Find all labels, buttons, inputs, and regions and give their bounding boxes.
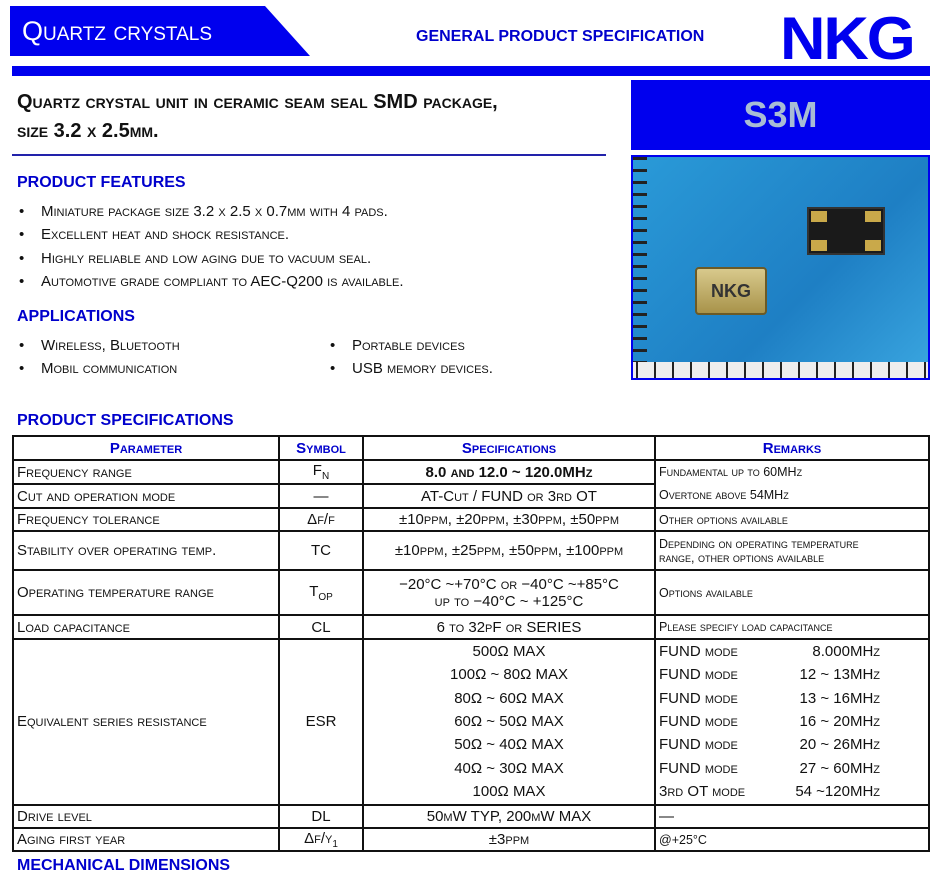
- esr-value: 50Ω ~ 40Ω MAX: [454, 736, 564, 754]
- list-item: USB memory devices.: [328, 360, 493, 383]
- param: Operating temperature range: [12, 569, 280, 617]
- ruler: [633, 362, 928, 378]
- spec: −20°C ~+70°C or −40°C ~+85°C up to −40°C …: [362, 569, 656, 617]
- title-line: size 3.2 x 2.5mm.: [17, 120, 159, 142]
- esr-remark: FUND mode 8.000MHz: [659, 642, 880, 660]
- spec-table: Parameter Symbol Specifications Remarks Fre…: [12, 435, 930, 853]
- title-line: Quartz crystal unit in ceramic seam seal…: [17, 91, 498, 113]
- symbol: TC: [278, 530, 364, 572]
- col-header: Parameter: [12, 435, 280, 461]
- features-list: Miniature package size 3.2 x 2.5 x 0.7mm…: [17, 203, 404, 296]
- esr-remark: FUND mode 12 ~ 13MHz: [659, 666, 880, 684]
- list-item: Highly reliable and low aging due to vac…: [17, 250, 404, 273]
- list-item: Excellent heat and shock resistance.: [17, 226, 404, 249]
- spec: AT-Cut / FUND or 3rd OT: [362, 483, 656, 509]
- param: Frequency tolerance: [12, 506, 280, 533]
- remark: Other options available: [654, 506, 930, 533]
- table-row: Load capacitance CL 6 to 32pF or SERIES Ple…: [12, 614, 930, 640]
- table-row: Stability over operating temp. TC ±10ppm, …: [12, 530, 930, 572]
- symbol: CL: [278, 614, 364, 640]
- specs-heading: PRODUCT SPECIFICATIONS: [17, 412, 234, 429]
- symbol: —: [278, 483, 364, 509]
- esr-remark: FUND mode 27 ~ 60MHz: [659, 759, 880, 777]
- remark: FUND mode 8.000MHz FUND mode 12 ~ 13MHz FUND…: [654, 637, 930, 806]
- remark: Fundamental up to 60MHz Overtone above 54…: [654, 459, 930, 509]
- param: Stability over operating temp.: [12, 530, 280, 572]
- banner-title: Quartz crystals: [10, 6, 310, 56]
- list-item: Mobil communication: [17, 360, 180, 383]
- nkg-logo: NKG: [780, 5, 916, 72]
- esr-value: 100Ω ~ 80Ω MAX: [450, 666, 568, 684]
- esr-remark: FUND mode 16 ~ 20MHz: [659, 712, 880, 730]
- ruler: [633, 157, 647, 378]
- applications-list: Wireless, Bluetooth Mobil communication: [17, 337, 180, 384]
- table-row: Aging first year Δf/y1 ±3ppm @+25°C: [12, 826, 930, 853]
- header-divider: [12, 66, 930, 76]
- remark: @+25°C: [654, 826, 930, 853]
- symbol: DL: [278, 803, 364, 829]
- list-item: Automotive grade compliant to AEC-Q200 i…: [17, 273, 404, 296]
- model-badge: S3M: [631, 80, 930, 150]
- table-header: Parameter Symbol Specifications Remarks: [12, 435, 930, 461]
- param: Frequency range: [12, 459, 280, 485]
- esr-value: 80Ω ~ 60Ω MAX: [454, 689, 564, 707]
- param: Drive level: [12, 803, 280, 829]
- spec: ±10ppm, ±25ppm, ±50ppm, ±100ppm: [362, 530, 656, 572]
- symbol: TOP: [278, 569, 364, 617]
- crystal-chip-bottom: [807, 207, 885, 255]
- spec: ±10ppm, ±20ppm, ±30ppm, ±50ppm: [362, 506, 656, 533]
- esr-remark: 3rd OT mode 54 ~120MHz: [659, 783, 880, 801]
- features-heading: PRODUCT FEATURES: [17, 174, 186, 191]
- remark: Please specify load capacitance: [654, 614, 930, 640]
- table-row: Frequency tolerance Δf/f ±10ppm, ±20ppm, ±…: [12, 506, 930, 533]
- esr-remark: FUND mode 20 ~ 26MHz: [659, 736, 880, 754]
- param: Load capacitance: [12, 614, 280, 640]
- esr-value: 40Ω ~ 30Ω MAX: [454, 759, 564, 777]
- remark: Options available: [654, 569, 930, 617]
- spec: 8.0 and 12.0 ~ 120.0MHz: [362, 459, 656, 485]
- esr-value: 500Ω MAX: [472, 642, 546, 660]
- table-row: Cut and operation mode — AT-Cut / FUND or …: [12, 483, 929, 509]
- document-subtitle: GENERAL PRODUCT SPECIFICATION: [416, 28, 705, 45]
- table-row: Equivalent series resistance ESR 500Ω MAX 1…: [12, 637, 930, 806]
- spec: 500Ω MAX 100Ω ~ 80Ω MAX 80Ω ~ 60Ω MAX 60Ω ~…: [362, 637, 656, 806]
- param: Equivalent series resistance: [12, 637, 280, 806]
- symbol: FN: [278, 459, 364, 485]
- param: Cut and operation mode: [12, 483, 280, 509]
- param: Aging first year: [12, 826, 280, 853]
- applications-heading: APPLICATIONS: [17, 308, 135, 325]
- title-rule: [12, 154, 606, 156]
- crystal-chip-top: NKG: [695, 267, 767, 315]
- esr-remark: FUND mode 13 ~ 16MHz: [659, 689, 880, 707]
- esr-value: 100Ω MAX: [472, 783, 546, 801]
- mechanical-heading: MECHANICAL DIMENSIONS: [17, 857, 231, 874]
- symbol: ESR: [278, 637, 364, 806]
- remark: —: [654, 803, 930, 829]
- product-title: Quartz crystal unit in ceramic seam seal…: [17, 88, 498, 146]
- spec: 50μW TYP, 200μW MAX: [362, 803, 656, 829]
- remark: Depending on operating temperature range,…: [654, 530, 930, 572]
- col-header: Symbol: [278, 435, 364, 461]
- col-header: Specifications: [362, 435, 656, 461]
- symbol: Δf/f: [278, 506, 364, 533]
- spec: ±3ppm: [362, 826, 656, 853]
- list-item: Wireless, Bluetooth: [17, 337, 180, 360]
- table-row: Drive level DL 50μW TYP, 200μW MAX —: [12, 803, 930, 829]
- table-row: Operating temperature range TOP −20°C ~+70…: [12, 569, 930, 617]
- list-item: Miniature package size 3.2 x 2.5 x 0.7mm…: [17, 203, 404, 226]
- spec: 6 to 32pF or SERIES: [362, 614, 656, 640]
- symbol: Δf/y1: [278, 826, 364, 853]
- esr-value: 60Ω ~ 50Ω MAX: [454, 712, 564, 730]
- table-row: Frequency range FN 8.0 and 12.0 ~ 120.0MHz…: [12, 459, 930, 509]
- list-item: Portable devices: [328, 337, 493, 360]
- product-photo: NKG: [631, 155, 930, 380]
- applications-list: Portable devices USB memory devices.: [328, 337, 493, 384]
- col-header: Remarks: [654, 435, 930, 461]
